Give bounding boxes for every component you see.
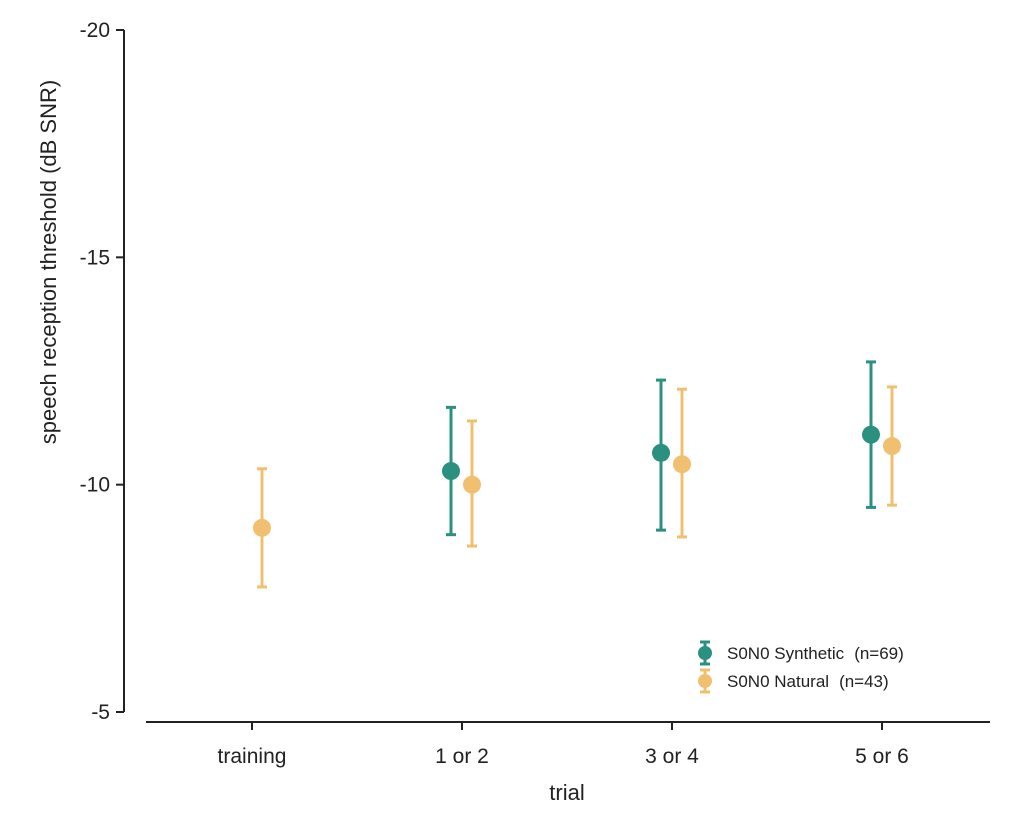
y-tick-label: -20 <box>80 19 110 42</box>
data-point <box>652 443 670 462</box>
x-axis-title: trial <box>549 780 584 805</box>
legend-marker <box>698 674 712 688</box>
data-point <box>442 462 460 481</box>
series-synthetic <box>442 360 880 537</box>
x-tick-label: 1 or 2 <box>435 745 489 768</box>
legend-series-name: S0N0 Synthetic <box>727 644 845 663</box>
legend-marker <box>698 646 712 660</box>
legend-item: S0N0 Natural (n=43) <box>698 668 889 694</box>
x-tick-label: training <box>218 745 287 768</box>
x-tick-label: 3 or 4 <box>645 745 699 768</box>
x-tick-label: 5 or 6 <box>855 745 909 768</box>
legend-label: S0N0 Natural (n=43) <box>727 672 889 691</box>
y-tick-label: -10 <box>80 474 110 497</box>
legend: S0N0 Synthetic (n=69) S0N0 Natural (n=43) <box>698 640 904 694</box>
data-point <box>883 437 901 456</box>
data-point <box>673 455 691 474</box>
data-point <box>862 425 880 444</box>
legend-label: S0N0 Synthetic (n=69) <box>727 644 904 663</box>
data-point <box>463 475 481 494</box>
series-natural <box>253 385 901 589</box>
y-tick-label: -5 <box>91 701 110 724</box>
x-axis: training 1 or 2 3 or 4 5 or 6 <box>146 721 990 768</box>
data-point <box>253 518 271 537</box>
series-layer <box>253 360 901 589</box>
y-axis: -20 -15 -10 -5 <box>80 19 125 724</box>
legend-item: S0N0 Synthetic (n=69) <box>698 640 904 666</box>
legend-series-name: S0N0 Natural <box>727 672 829 691</box>
y-axis-title: speech reception threshold (dB SNR) <box>36 80 61 444</box>
legend-n-count: (n=69) <box>854 644 904 663</box>
legend-n-count: (n=43) <box>839 672 889 691</box>
y-tick-label: -15 <box>80 246 110 269</box>
